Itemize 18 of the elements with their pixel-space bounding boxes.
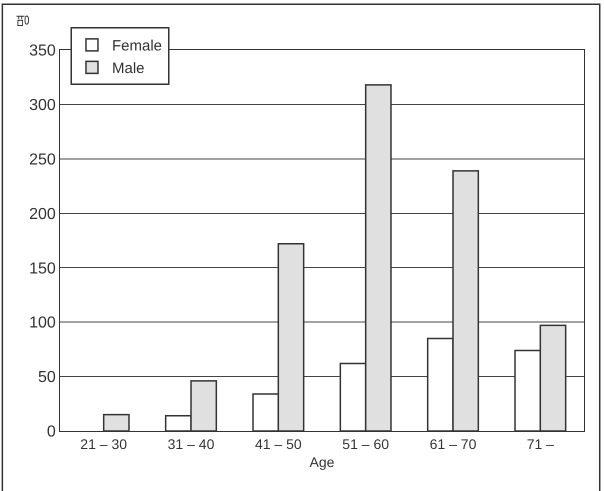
y-tick-label: 350: [29, 42, 56, 60]
x-tick-label: 21 – 30: [80, 436, 128, 452]
y-tick-label: 250: [29, 151, 56, 168]
y-tick-label: 50: [38, 369, 56, 386]
y-tick-label: 0: [46, 424, 56, 441]
x-axis-title: Age: [310, 454, 335, 470]
x-tick-label: 41 – 50: [254, 436, 302, 452]
x-tick-label: 71 –: [526, 436, 554, 452]
y-tick-label: 300: [29, 97, 56, 114]
y-tick-label: 200: [29, 206, 56, 223]
y-tick-label: 150: [29, 260, 56, 278]
x-tick-label: 51 – 60: [342, 436, 390, 452]
y-axis-title: 명: [14, 14, 31, 28]
x-tick-label: 31 – 40: [168, 436, 215, 452]
legend-label: Male: [112, 60, 144, 78]
y-tick-label: 100: [29, 314, 56, 332]
x-tick-label: 61 – 70: [430, 436, 477, 452]
legend-label: Female: [112, 38, 162, 55]
